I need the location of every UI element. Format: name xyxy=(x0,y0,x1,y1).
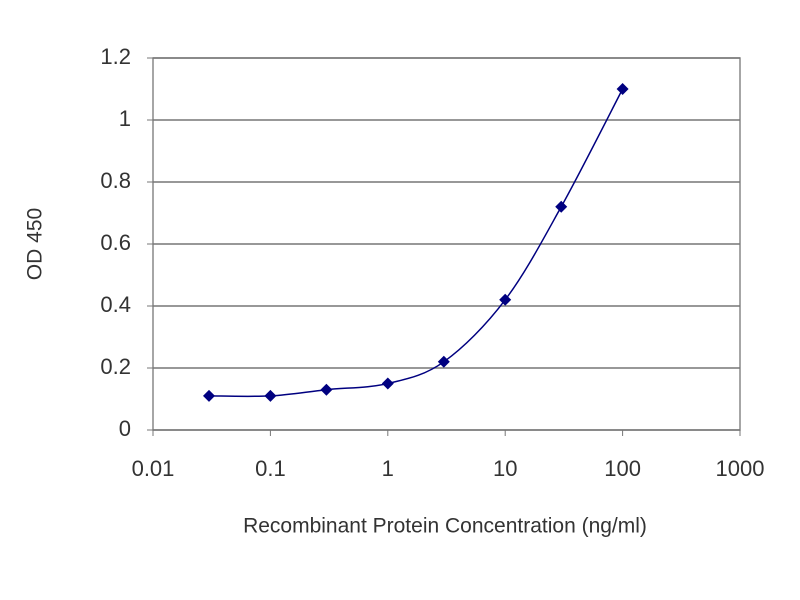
x-axis-label: Recombinant Protein Concentration (ng/ml… xyxy=(243,515,647,538)
y-tick-label: 0.6 xyxy=(100,230,131,255)
data-point xyxy=(203,389,216,402)
x-tick-label: 0.1 xyxy=(255,456,286,481)
x-tick-label: 1 xyxy=(382,456,394,481)
data-point xyxy=(264,389,277,402)
data-point xyxy=(320,383,333,396)
x-tick-label: 0.01 xyxy=(132,456,175,481)
y-tick-label: 0.2 xyxy=(100,354,131,379)
data-point xyxy=(437,355,450,368)
x-tick-label: 100 xyxy=(604,456,641,481)
y-tick-label: 0 xyxy=(119,416,131,441)
data-point xyxy=(499,293,512,306)
y-tick-label: 0.8 xyxy=(100,168,131,193)
data-point xyxy=(381,377,394,390)
y-tick-label: 1 xyxy=(119,106,131,131)
y-axis-label: OD 450 xyxy=(24,208,47,280)
x-tick-label: 1000 xyxy=(716,456,765,481)
x-tick-label: 10 xyxy=(493,456,517,481)
data-point xyxy=(555,200,568,213)
data-point xyxy=(616,83,629,95)
y-tick-label: 1.2 xyxy=(100,44,131,69)
y-tick-label: 0.4 xyxy=(100,292,131,317)
